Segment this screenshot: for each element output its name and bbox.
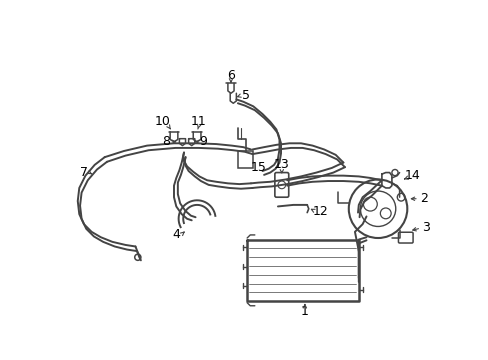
Text: 7: 7 [80, 166, 88, 179]
Text: 11: 11 [190, 115, 206, 128]
Text: 1: 1 [300, 305, 308, 318]
Text: 3: 3 [421, 221, 429, 234]
Text: 8: 8 [162, 135, 170, 148]
Text: 5: 5 [241, 89, 249, 102]
Text: 15: 15 [250, 161, 266, 175]
Text: 2: 2 [420, 192, 427, 205]
Text: 13: 13 [273, 158, 289, 171]
Text: 12: 12 [312, 204, 327, 217]
Text: 9: 9 [199, 135, 207, 148]
Text: 10: 10 [154, 115, 170, 128]
Text: 4: 4 [172, 228, 180, 240]
Text: 6: 6 [226, 69, 234, 82]
Text: 14: 14 [404, 169, 420, 182]
